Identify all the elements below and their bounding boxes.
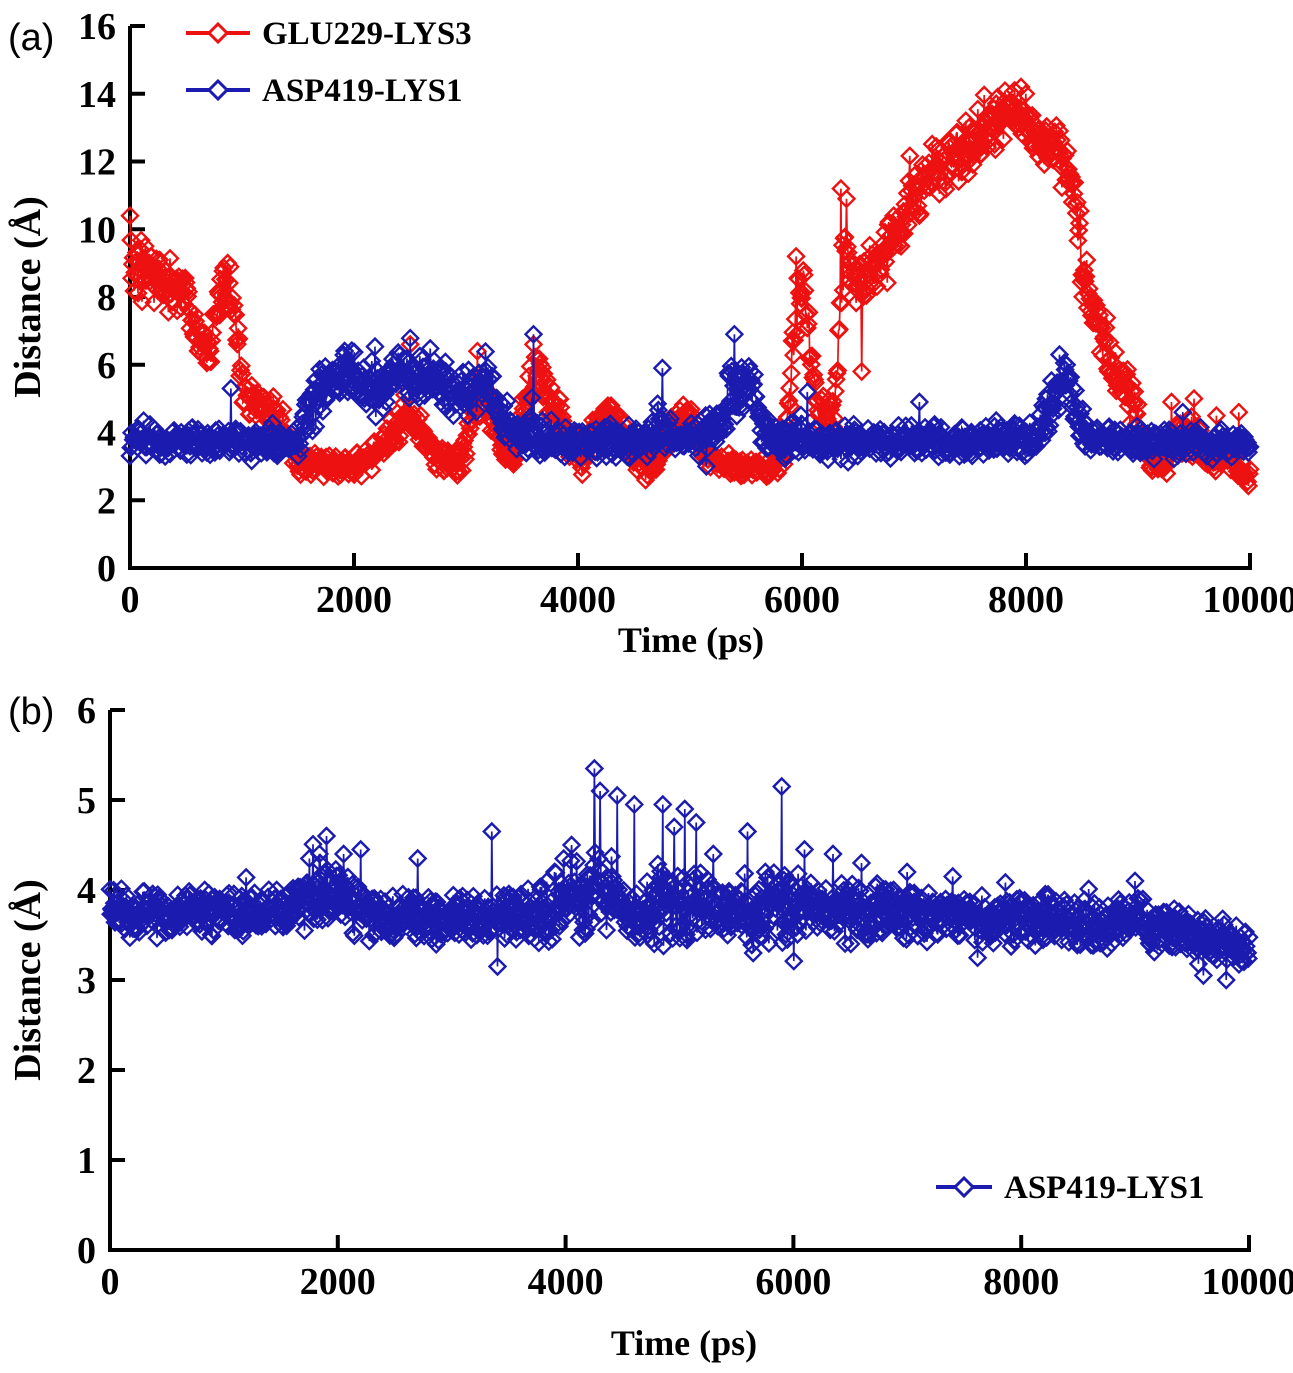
- panel-a: 0 2000 4000 6000 8000 10000 0 2 4 6 8 10 12 14 16 Time …: [0, 0, 1293, 672]
- legend-marker-icon: [206, 21, 230, 45]
- legend: GLU229-LYS3 ASP419-LYS1: [186, 16, 472, 109]
- y-tick-label: 2: [97, 480, 116, 522]
- series-ASP419-LYS1: [100, 758, 1259, 990]
- x-tick-label: 0: [101, 1261, 120, 1303]
- x-tick-label: 10000: [1203, 579, 1293, 621]
- x-tick-label: 10000: [1202, 1261, 1293, 1303]
- axes: [108, 708, 1251, 1252]
- panel-tag: (b): [8, 691, 54, 733]
- y-axis-title: Distance (Å): [7, 879, 49, 1081]
- y-tick-label: 0: [77, 1230, 96, 1272]
- axes: [128, 24, 1252, 570]
- legend-label: GLU229-LYS3: [262, 16, 472, 52]
- x-tick-label: 4000: [528, 1261, 604, 1303]
- y-tick-label: 1: [77, 1140, 96, 1182]
- x-tick-label: 6000: [755, 1261, 831, 1303]
- series-ASP419-LYS1: [120, 324, 1260, 477]
- legend-label: ASP419-LYS1: [262, 73, 463, 109]
- y-tick-label: 16: [78, 6, 116, 48]
- series-markers: [120, 324, 1260, 477]
- chart-b-canvas: 0 2000 4000 6000 8000 10000 0 1 2 3 4 5 6 Time (ps) Di…: [7, 690, 1293, 1363]
- y-tick-label: 3: [77, 960, 96, 1002]
- x-tick-label: 8000: [988, 579, 1064, 621]
- y-tick-label: 5: [77, 780, 96, 822]
- x-tick-label: 0: [121, 579, 140, 621]
- legend-marker-icon: [206, 78, 230, 102]
- x-tick-label: 6000: [764, 579, 840, 621]
- y-tick-label: 6: [77, 690, 96, 732]
- y-axis-title: Distance (Å): [7, 196, 49, 398]
- x-tick-label: 2000: [316, 579, 392, 621]
- legend: ASP419-LYS1: [936, 1170, 1205, 1206]
- legend-marker-icon: [952, 1175, 976, 1199]
- x-tick-label: 4000: [540, 579, 616, 621]
- y-tick-label: 10: [78, 209, 116, 251]
- y-tick-label: 4: [77, 870, 96, 912]
- series-markers: [100, 758, 1259, 990]
- y-tick-label: 4: [97, 413, 116, 455]
- chart-a-canvas: 0 2000 4000 6000 8000 10000 0 2 4 6 8 10 12 14 16 Time …: [7, 6, 1293, 660]
- x-tick-label: 8000: [983, 1261, 1059, 1303]
- y-tick-label: 8: [97, 277, 116, 319]
- x-axis-title: Time (ps): [611, 1323, 757, 1363]
- y-tick-label: 12: [78, 142, 116, 184]
- y-tick-label: 14: [78, 74, 116, 116]
- y-tick-label: 0: [97, 548, 116, 590]
- y-tick-label: 2: [77, 1050, 96, 1092]
- legend-label: ASP419-LYS1: [1004, 1170, 1205, 1206]
- y-tick-label: 6: [97, 345, 116, 387]
- panel-tag: (a): [8, 17, 54, 59]
- x-axis-title: Time (ps): [618, 620, 764, 660]
- panel-b: 0 2000 4000 6000 8000 10000 0 1 2 3 4 5 6 Time (ps) Di…: [0, 672, 1293, 1373]
- x-tick-label: 2000: [300, 1261, 376, 1303]
